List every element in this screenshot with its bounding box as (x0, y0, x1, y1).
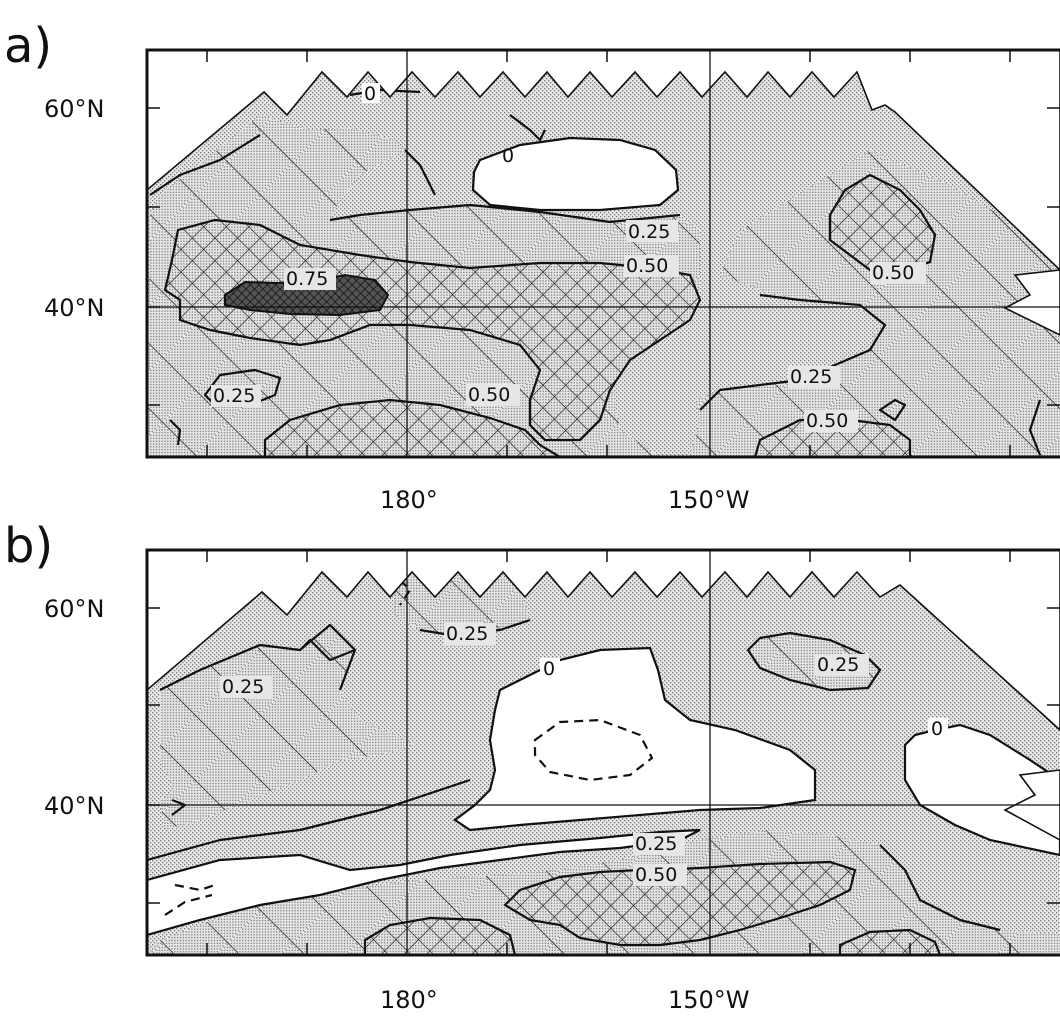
panel-b-cross-region-southwest (363, 916, 517, 955)
contour-label: 0.50 (468, 384, 510, 406)
panel-a-map (147, 50, 1060, 457)
panel-a-contour-line (149, 134, 436, 196)
contour-label: 0.50 (635, 864, 677, 886)
contour-label: 0.50 (806, 410, 848, 432)
panel-b-dashed-contour-west (164, 883, 216, 916)
panel-a-lon-label-180: 180° (380, 486, 438, 514)
panel-a-dense-region (224, 273, 390, 317)
panel-b-contour-boundary (147, 778, 471, 862)
contour-label: 0.25 (635, 833, 677, 855)
panel-a-contour-hook (509, 114, 546, 142)
panel-b-lat-label-40n: 40°N (44, 792, 105, 820)
panel-b-contour-labels: 0.25 0 0.25 0.25 0 0.25 0.50 (220, 623, 948, 886)
contour-label: 0.25 (628, 221, 670, 243)
panel-a-letter: a) (4, 18, 52, 74)
panel-b-lat-label-60n: 60°N (44, 595, 105, 623)
panel-b-lon-label-150w: 150°W (668, 986, 750, 1014)
panel-b-letter: b) (4, 518, 53, 574)
panel-a-contour-labels: 0 0 0.25 0.50 0.75 0.50 0.25 0.50 0.25 0… (211, 83, 926, 432)
contour-label: 0.25 (790, 366, 832, 388)
panel-b-ticks (147, 550, 1060, 955)
panel-a-cross-region-south (263, 398, 563, 457)
panel-a-contour-small-loop (878, 398, 907, 422)
contour-label: 0 (543, 658, 555, 680)
panel-a-ticks (147, 50, 1060, 457)
panel-a-contour-southeast (1028, 399, 1042, 456)
panel-a-land-north (147, 50, 1060, 272)
contour-label: 0.75 (286, 268, 328, 290)
contour-label: 0 (364, 83, 376, 105)
panel-a-frame (145, 48, 1060, 459)
panel-b-contour-loop (299, 638, 356, 662)
panel-b: b) (4, 518, 1060, 1014)
panel-a-hatch-region-east (690, 150, 1060, 457)
panel-b-map (147, 550, 1060, 955)
panel-a-lat-label-40n: 40°N (44, 294, 105, 322)
panel-b-dashed-contour-center (533, 718, 654, 782)
contour-label: 0 (931, 718, 943, 740)
contour-label: 0 (502, 145, 514, 167)
contour-label: 0.50 (626, 255, 668, 277)
panel-b-lon-label-180: 180° (380, 986, 438, 1014)
contour-label: 0.25 (222, 676, 264, 698)
panel-a-lat-label-60n: 60°N (44, 95, 105, 123)
panel-b-contour-east (879, 844, 1001, 932)
panel-a-cross-region-northeast (828, 173, 937, 274)
contour-label: 0.25 (817, 654, 859, 676)
panel-a-land-east (1003, 269, 1060, 336)
panel-a-contour-0-25-east (699, 293, 887, 411)
panel-b-cross-region-southeast (838, 928, 942, 955)
panel-b-negative-area-center (453, 646, 817, 832)
panel-a: a) (4, 18, 1060, 514)
panel-b-cross-region-main (503, 860, 857, 947)
panel-b-dashed-contour-north (399, 579, 412, 606)
panel-a-contour-0-25 (329, 203, 681, 224)
contour-label: 0.25 (446, 623, 488, 645)
contour-label: 0.50 (872, 262, 914, 284)
contour-label: 0.25 (213, 385, 255, 407)
panel-b-land-north (147, 550, 1060, 732)
panel-a-contour-southwest (169, 419, 182, 446)
panel-a-lon-label-150w: 150°W (668, 486, 750, 514)
panel-b-frame (145, 548, 1060, 957)
panel-a-negative-area (471, 136, 680, 212)
